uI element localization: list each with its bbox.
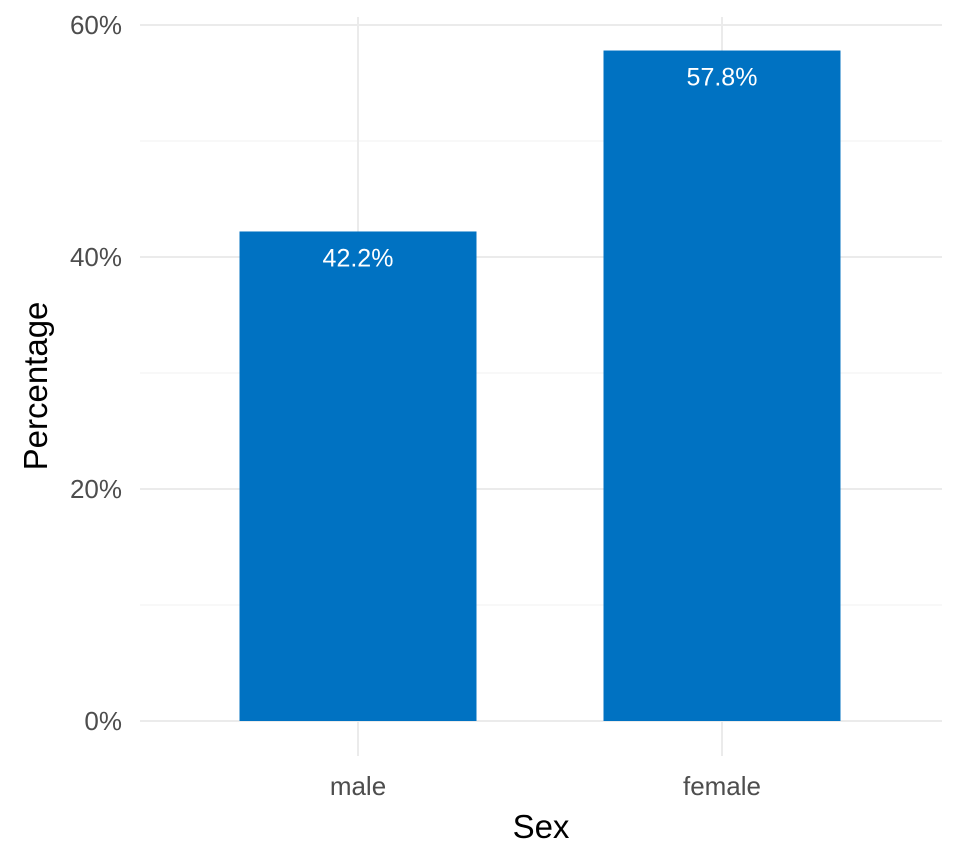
y-tick-label: 20% xyxy=(70,474,122,504)
data-label: 42.2% xyxy=(323,244,394,272)
bar-female xyxy=(603,50,841,721)
x-axis-title: Sex xyxy=(513,808,570,845)
data-label: 57.8% xyxy=(687,64,758,92)
bar-layer xyxy=(239,50,841,722)
axis-layer: 0% 20% 40% 60% male female xyxy=(70,10,761,801)
x-tick-label: male xyxy=(330,771,386,801)
y-axis-title: Percentage xyxy=(17,302,54,471)
x-tick-label: female xyxy=(683,771,761,801)
data-label-layer: 42.2% 57.8% xyxy=(323,64,758,273)
bar-male xyxy=(239,231,477,722)
y-tick-label: 60% xyxy=(70,10,122,40)
y-tick-label: 40% xyxy=(70,242,122,272)
y-tick-label: 0% xyxy=(84,706,122,736)
